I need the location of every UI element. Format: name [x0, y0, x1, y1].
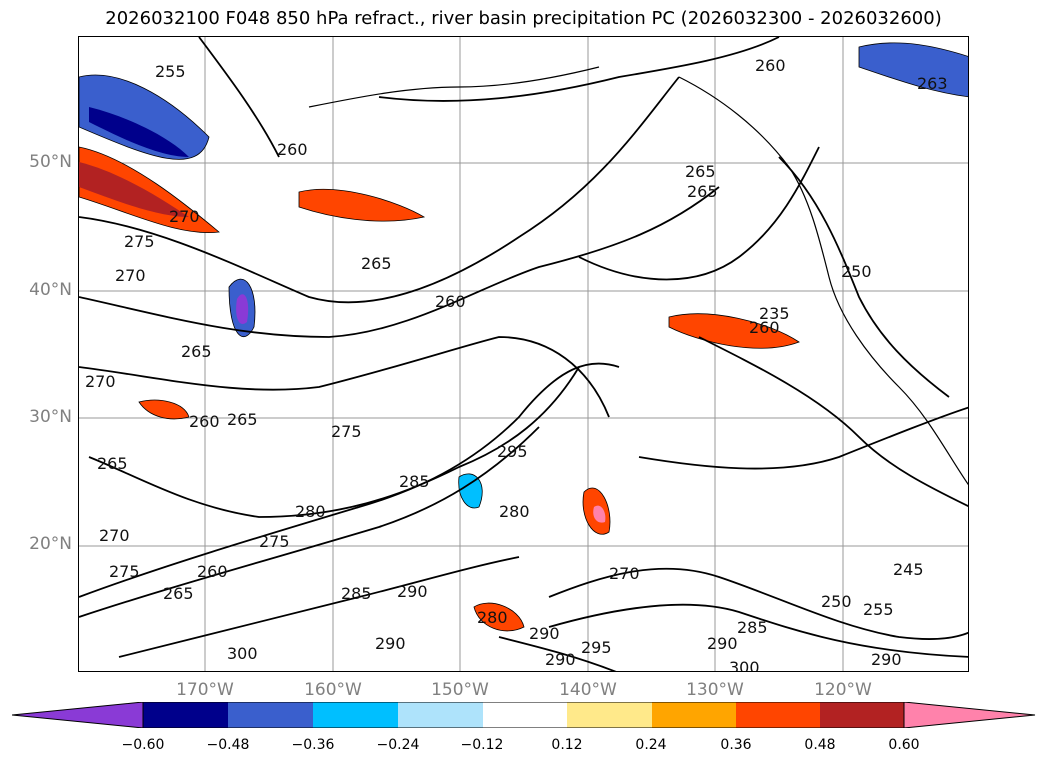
contour-label: 255 — [155, 62, 186, 81]
precip-patch-red-ne — [668, 313, 800, 349]
precip-patch-navy — [89, 107, 189, 157]
lat-label-30n: 30°N — [29, 407, 72, 427]
contour-label: 275 — [259, 532, 290, 551]
contour-label: 285 — [737, 618, 768, 637]
contour-label: 285 — [341, 584, 372, 603]
colorbar-segment — [313, 702, 398, 728]
lat-label-50n: 50°N — [29, 152, 72, 172]
contour-label: 295 — [581, 638, 612, 657]
contour-label: 300 — [729, 658, 760, 672]
colorbar-extend-min — [12, 702, 144, 728]
colorbar-tick: −0.48 — [206, 737, 250, 753]
colorbar-tick: 0.24 — [635, 737, 667, 753]
precip-patch-purple — [236, 294, 249, 325]
colorbar-tick: 0.36 — [720, 737, 752, 753]
contour-label: 260 — [435, 292, 466, 311]
contour-label: 265 — [361, 254, 392, 273]
precip-fill-patches — [79, 42, 968, 632]
contour-label: 260 — [189, 412, 220, 431]
contour-label: 280 — [477, 608, 508, 627]
contour-label: 270 — [115, 266, 146, 285]
contour-label: 265 — [163, 584, 194, 603]
lon-label-150w: 150°W — [431, 680, 489, 700]
contour-label: 250 — [821, 592, 852, 611]
contour-label: 265 — [685, 162, 716, 181]
colorbar-segment — [736, 702, 820, 728]
colorbar-tick: 0.60 — [888, 737, 920, 753]
contour-label: 300 — [227, 644, 258, 663]
contour-label: 263 — [917, 74, 948, 93]
contour-label: 235 — [759, 304, 790, 323]
precip-patch-red-band — [298, 188, 426, 222]
colorbar-tick: −0.60 — [121, 737, 165, 753]
precip-patch-blue — [79, 74, 210, 160]
contour-label: 275 — [109, 562, 140, 581]
contour-label: 295 — [497, 442, 528, 461]
contour-label: 290 — [375, 634, 406, 653]
contour-label: 290 — [545, 650, 576, 669]
lat-label-40n: 40°N — [29, 280, 72, 300]
lon-label-140w: 140°W — [559, 680, 617, 700]
colorbar-extend-max — [903, 702, 1036, 728]
contour-label: 270 — [99, 526, 130, 545]
colorbar-segment — [398, 702, 483, 728]
chart-title: 2026032100 F048 850 hPa refract., river … — [105, 8, 942, 29]
contour-label: 250 — [841, 262, 872, 281]
contour-label: 280 — [295, 502, 326, 521]
contour-label: 290 — [529, 624, 560, 643]
contour-label: 290 — [397, 582, 428, 601]
precip-patch-red-w — [138, 399, 190, 420]
colorbar-segment — [483, 702, 567, 728]
contour-label: 290 — [707, 634, 738, 653]
colorbar-tick: 0.48 — [804, 737, 836, 753]
contour-label: 270 — [85, 372, 116, 391]
contour-label: 265 — [97, 454, 128, 473]
map-panel: 255 260 263 260 265 265 265 270 275 270 … — [78, 36, 969, 672]
contour-label: 265 — [687, 182, 718, 201]
contour-label: 290 — [871, 650, 902, 669]
precip-patch-red-sw — [473, 602, 525, 632]
contour-label: 260 — [197, 562, 228, 581]
colorbar-segment — [567, 702, 652, 728]
colorbar-segment — [143, 702, 228, 728]
contour-label: 265 — [227, 410, 258, 429]
contour-label: 245 — [893, 560, 924, 579]
contour-label: 260 — [277, 140, 308, 159]
contour-label: 280 — [499, 502, 530, 521]
colorbar-tick: −0.24 — [376, 737, 420, 753]
lon-label-130w: 130°W — [686, 680, 744, 700]
map-canvas: 255 260 263 260 265 265 265 270 275 270 … — [79, 37, 968, 672]
contour-label-group: 255 260 263 260 265 265 265 270 275 270 … — [85, 56, 948, 672]
precip-patch-pink — [593, 505, 606, 523]
lon-label-160w: 160°W — [304, 680, 362, 700]
colorbar-tick: −0.12 — [460, 737, 504, 753]
contour-label: 275 — [124, 232, 155, 251]
colorbar-segment — [652, 702, 736, 728]
graticule — [79, 37, 968, 671]
refractivity-contours — [79, 37, 968, 671]
contour-label: 260 — [755, 56, 786, 75]
colorbar-tick: −0.36 — [291, 737, 335, 753]
contour-label: 265 — [181, 342, 212, 361]
contour-label: 260 — [749, 318, 780, 337]
contour-label: 255 — [863, 600, 894, 619]
precip-patch-blue-sw — [458, 473, 483, 509]
lon-label-170w: 170°W — [176, 680, 234, 700]
colorbar-segment — [820, 702, 904, 728]
precip-patch-darkred-nw — [79, 162, 189, 217]
lat-label-20n: 20°N — [29, 534, 72, 554]
contour-label: 275 — [331, 422, 362, 441]
precip-patch-red-nw — [79, 146, 220, 234]
colorbar — [12, 702, 1036, 728]
coastline — [308, 66, 968, 486]
precip-patch-blue-ne — [858, 42, 968, 98]
colorbar-tick: 0.12 — [551, 737, 583, 753]
contour-label: 270 — [609, 564, 640, 583]
contour-label: 270 — [169, 207, 200, 226]
colorbar-segment — [228, 702, 313, 728]
contour-label: 285 — [399, 472, 430, 491]
lon-label-120w: 120°W — [814, 680, 872, 700]
